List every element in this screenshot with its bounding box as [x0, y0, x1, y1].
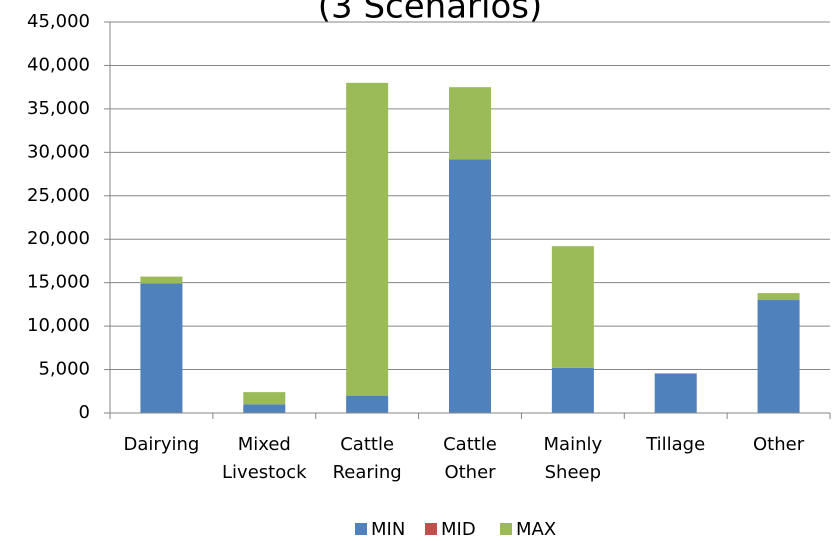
- y-tick-label: 25,000: [27, 185, 90, 206]
- bar-segment: [140, 283, 183, 413]
- chart-title: (3 Scenarios): [318, 0, 543, 27]
- bar-segment: [243, 404, 286, 413]
- legend-swatch: [500, 523, 512, 535]
- bar-segment: [449, 87, 491, 160]
- x-tick-label: Tillage: [646, 434, 706, 455]
- x-tick-label: Cattle Rearing: [332, 434, 402, 483]
- x-tick-label: Dairying: [123, 434, 200, 455]
- bar-segment: [346, 395, 389, 413]
- y-tick-label: 15,000: [27, 272, 90, 293]
- bar-segment: [243, 392, 286, 405]
- bar-segment: [757, 293, 800, 301]
- bar-segment: [551, 246, 594, 368]
- bar-segment: [551, 367, 594, 413]
- y-tick-label: 5,000: [38, 359, 90, 380]
- bar-segment: [654, 373, 697, 413]
- x-tick-label: Mainly Sheep: [543, 434, 603, 483]
- legend-swatch: [425, 523, 437, 535]
- legend-swatch: [355, 523, 367, 535]
- bar-segment: [140, 276, 183, 284]
- legend-label: MIN: [371, 519, 405, 540]
- bar-segment: [449, 159, 491, 413]
- bar-segment: [757, 300, 800, 413]
- legend-label: MAX: [516, 519, 556, 540]
- y-tick-label: 10,000: [27, 315, 90, 336]
- bar-segment: [346, 82, 389, 396]
- legend-label: MID: [441, 519, 476, 540]
- y-tick-label: 45,000: [27, 11, 90, 32]
- y-tick-label: 0: [79, 402, 90, 423]
- y-tick-label: 20,000: [27, 228, 90, 249]
- bar-segment: [654, 373, 697, 374]
- y-tick-label: 40,000: [27, 54, 90, 75]
- y-tick-label: 35,000: [27, 98, 90, 119]
- x-tick-label: Cattle Other: [443, 434, 497, 483]
- x-tick-label: Other: [753, 434, 805, 455]
- x-tick-label: Mixed Livestock: [222, 434, 307, 483]
- y-tick-label: 30,000: [27, 141, 90, 162]
